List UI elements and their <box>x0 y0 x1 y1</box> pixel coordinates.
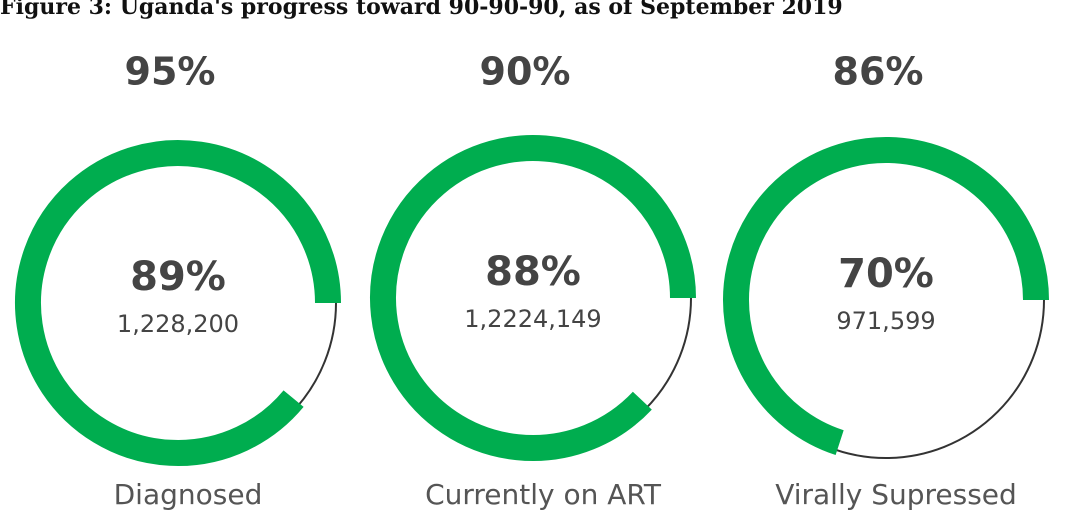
ring-arc <box>723 137 1049 456</box>
count-label: 1,2224,149 <box>464 305 601 333</box>
ring-arc <box>15 140 341 466</box>
category-label: Diagnosed <box>114 478 263 511</box>
value-label: 88% <box>485 249 581 295</box>
target-label: 95% <box>125 50 216 94</box>
ring-arc <box>370 135 696 461</box>
value-label: 70% <box>838 251 934 297</box>
count-label: 971,599 <box>836 307 935 335</box>
value-label: 89% <box>130 254 226 300</box>
category-label: Virally Supressed <box>775 478 1017 511</box>
category-label: Currently on ART <box>425 478 662 511</box>
count-label: 1,228,200 <box>117 310 239 338</box>
chart-title: Figure 3: Uganda's progress toward 90-90… <box>0 0 843 20</box>
target-label: 90% <box>480 50 571 94</box>
target-label: 86% <box>833 50 924 94</box>
